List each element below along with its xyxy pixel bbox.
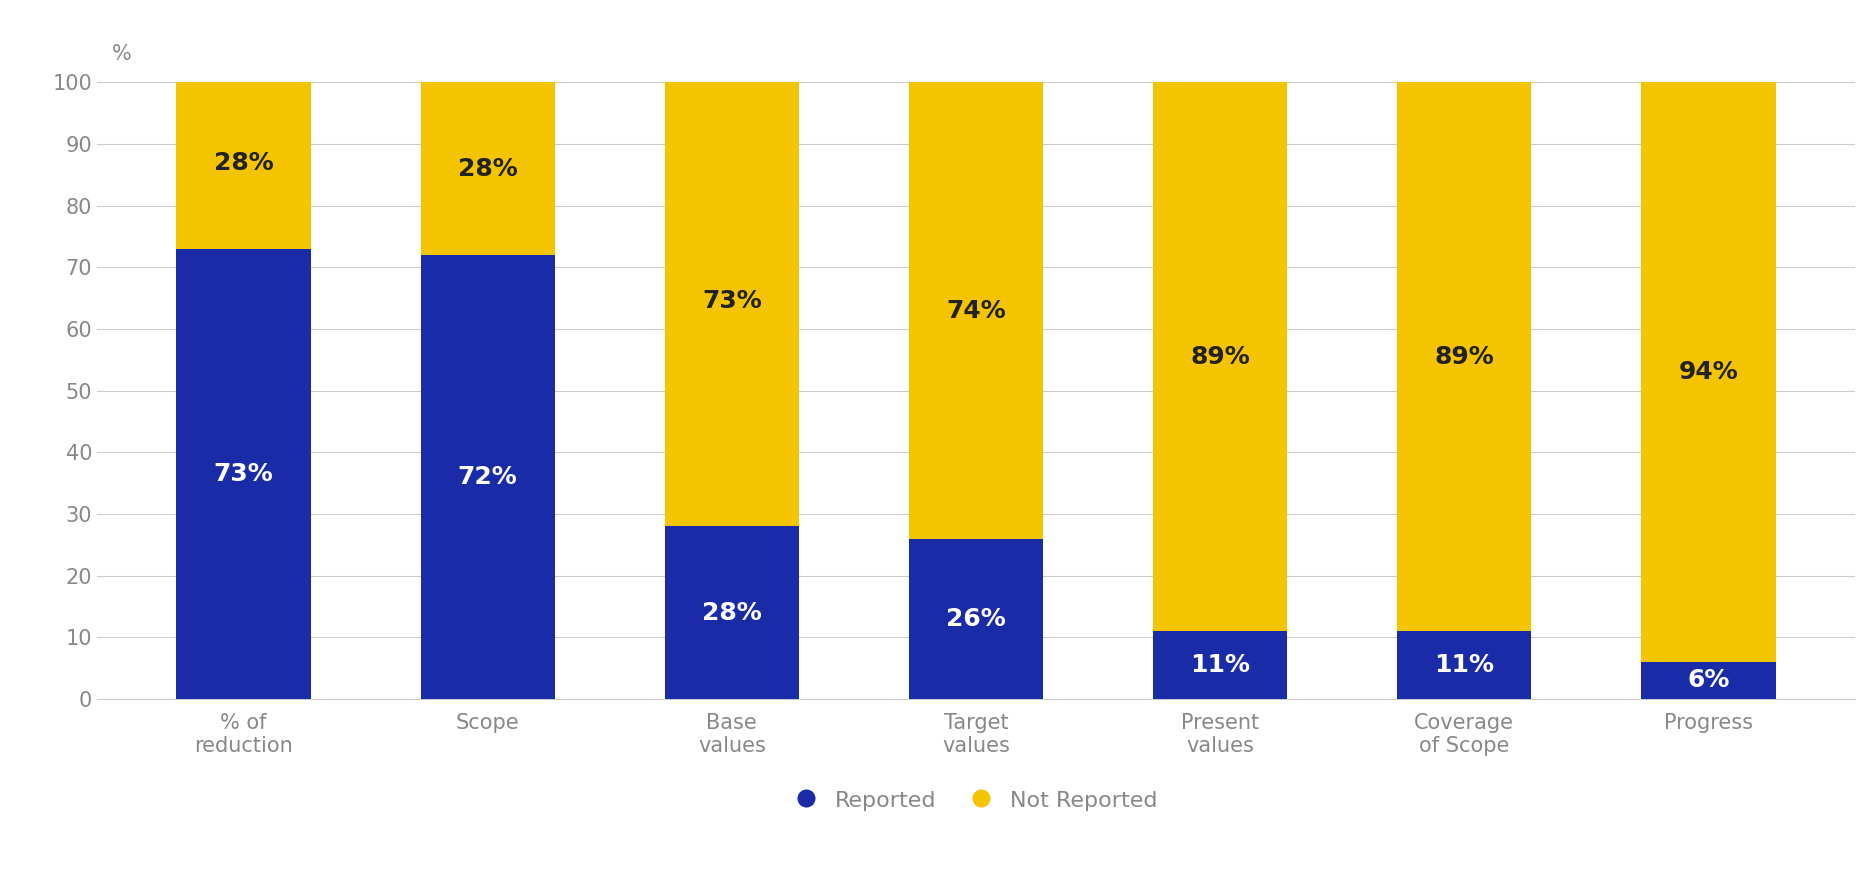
Bar <box>421 82 555 255</box>
Text: %: % <box>112 44 131 64</box>
Text: 89%: 89% <box>1434 345 1494 368</box>
Text: 26%: 26% <box>946 607 1006 630</box>
Bar <box>664 76 798 527</box>
Bar <box>176 76 310 249</box>
Bar <box>1397 82 1532 631</box>
Bar <box>909 538 1043 699</box>
Text: 11%: 11% <box>1434 653 1494 677</box>
Text: 28%: 28% <box>701 601 761 625</box>
Bar <box>176 249 310 699</box>
Bar <box>1154 82 1287 631</box>
Text: 94%: 94% <box>1679 360 1739 384</box>
Text: 28%: 28% <box>213 150 273 174</box>
Text: 74%: 74% <box>946 299 1006 323</box>
Text: 72%: 72% <box>458 465 518 489</box>
Bar <box>1642 82 1776 662</box>
Text: 73%: 73% <box>213 462 273 485</box>
Text: 89%: 89% <box>1191 345 1249 368</box>
Bar <box>664 527 798 699</box>
Legend: Reported, Not Reported: Reported, Not Reported <box>795 789 1158 811</box>
Text: 73%: 73% <box>701 290 761 313</box>
Bar <box>1154 631 1287 699</box>
Bar <box>421 255 555 699</box>
Text: 6%: 6% <box>1687 669 1730 692</box>
Text: 28%: 28% <box>458 156 518 181</box>
Bar <box>1397 631 1532 699</box>
Bar <box>1642 662 1776 699</box>
Text: 11%: 11% <box>1189 653 1251 677</box>
Bar <box>909 82 1043 538</box>
